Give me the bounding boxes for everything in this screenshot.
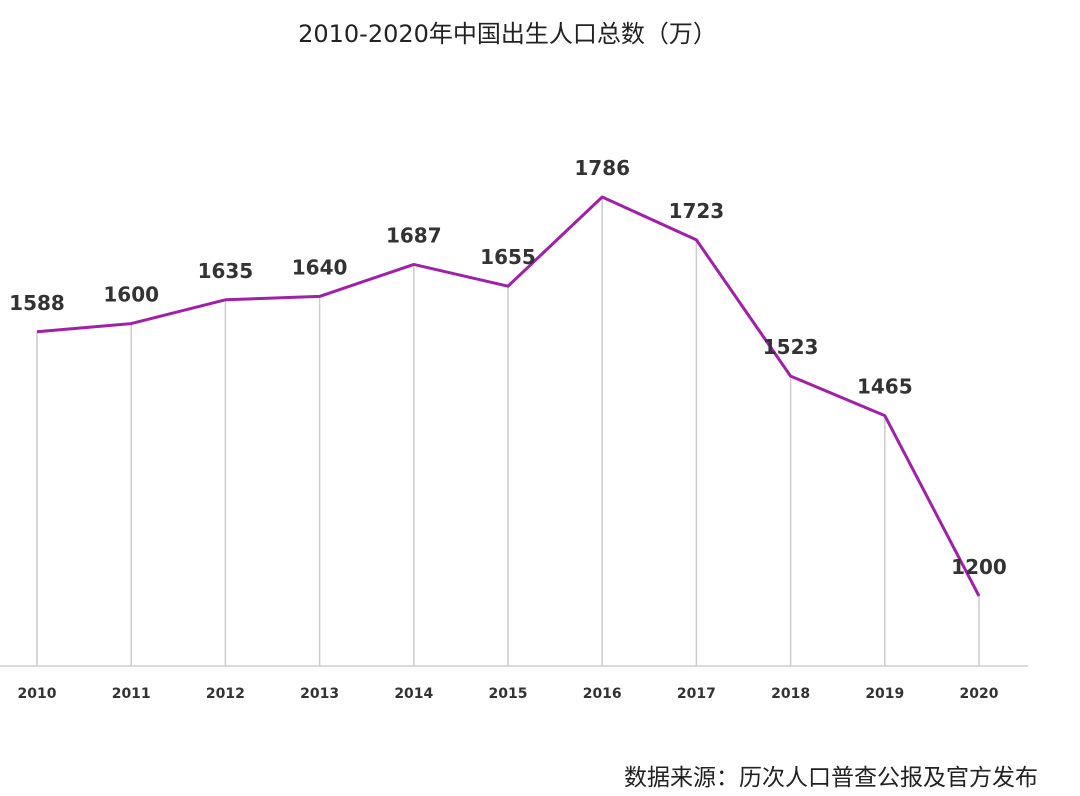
data-label-2019: 1465 (857, 375, 913, 399)
data-label-2015: 1655 (480, 245, 536, 269)
x-tick-2014: 2014 (394, 686, 433, 702)
series-line (36, 195, 981, 597)
x-tick-2013: 2013 (300, 686, 339, 702)
chart-title: 2010-2020年中国出生人口总数（万） (298, 20, 717, 48)
data-label-2011: 1600 (103, 283, 159, 307)
data-label-2010: 1588 (9, 291, 65, 315)
drop-lines (36, 197, 980, 666)
data-label-2017: 1723 (669, 199, 725, 223)
data-label-2012: 1635 (198, 259, 254, 283)
x-tick-2020: 2020 (960, 686, 999, 702)
x-tick-2018: 2018 (771, 686, 810, 702)
x-tick-2016: 2016 (583, 686, 622, 702)
x-tick-2011: 2011 (112, 686, 151, 702)
data-labels: 1588 1600 1635 1640 1687 1655 1786 1723 1523 1465… (9, 156, 1007, 579)
x-tick-2010: 2010 (18, 686, 57, 702)
data-label-2020: 1200 (951, 555, 1007, 579)
data-label-2016: 1786 (574, 156, 630, 180)
x-tick-2017: 2017 (677, 686, 716, 702)
x-tick-2015: 2015 (489, 686, 528, 702)
x-tick-2012: 2012 (206, 686, 245, 702)
data-label-2014: 1687 (386, 223, 442, 247)
data-label-2018: 1523 (763, 335, 819, 359)
source-note: 数据来源：历次人口普查公报及官方发布 (624, 765, 1038, 791)
x-tick-2019: 2019 (865, 686, 904, 702)
x-tick-labels: 2010 2011 2012 2013 2014 2015 2016 2017 2018 2019… (18, 686, 999, 702)
data-label-2013: 1640 (292, 255, 348, 279)
